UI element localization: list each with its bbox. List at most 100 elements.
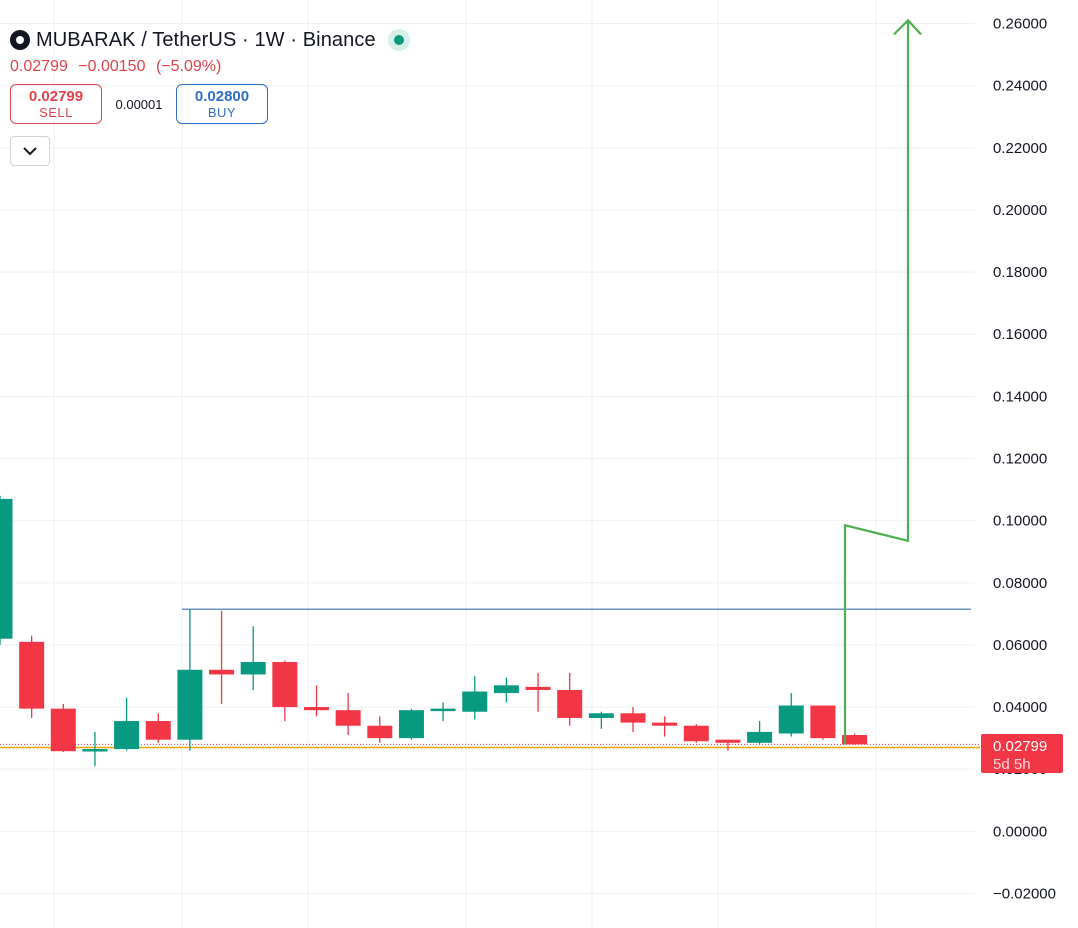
trade-buttons: 0.02799 SELL 0.00001 0.02800 BUY bbox=[10, 84, 410, 124]
price-axis-tick-label: 0.04000 bbox=[993, 699, 1047, 716]
candle-body bbox=[493, 685, 519, 694]
candle-body bbox=[145, 721, 171, 740]
buy-price: 0.02800 bbox=[194, 88, 250, 105]
candle-body bbox=[810, 705, 836, 739]
chart-legend: MUBARAK / TetherUS · 1W · Binance 0.0279… bbox=[10, 26, 410, 166]
candle-body bbox=[177, 669, 203, 740]
candle bbox=[114, 697, 140, 751]
buy-label: BUY bbox=[207, 105, 237, 120]
candle bbox=[747, 721, 773, 745]
candle bbox=[240, 626, 266, 690]
sell-price: 0.02799 bbox=[28, 88, 84, 105]
price-axis-tick-label: 0.16000 bbox=[993, 326, 1047, 343]
candle-body bbox=[240, 662, 266, 675]
candle bbox=[19, 635, 45, 718]
candle bbox=[557, 672, 583, 726]
candle bbox=[778, 693, 804, 737]
candle-body bbox=[0, 498, 13, 639]
price-axis-tick-label: 0.12000 bbox=[993, 451, 1047, 468]
candle-body bbox=[652, 722, 678, 726]
chart-grid bbox=[0, 0, 975, 928]
candle bbox=[0, 495, 13, 645]
candle bbox=[209, 610, 235, 704]
price-axis-tick-label: 0.00000 bbox=[993, 823, 1047, 840]
projection-arrow-head bbox=[893, 18, 922, 36]
candle bbox=[652, 716, 678, 737]
candle-body bbox=[19, 641, 45, 709]
candle bbox=[810, 705, 836, 740]
price-change-percent: (−5.09%) bbox=[155, 58, 222, 75]
candle bbox=[145, 713, 171, 743]
candle bbox=[272, 660, 298, 722]
sell-button[interactable]: 0.02799 SELL bbox=[10, 84, 102, 124]
current-price-tag-box bbox=[981, 734, 1063, 773]
candle-body bbox=[715, 739, 741, 743]
candle-body bbox=[778, 705, 804, 734]
collapse-legend-button[interactable] bbox=[10, 136, 50, 166]
candle-body bbox=[209, 669, 235, 675]
price-axis-tick-label: 0.10000 bbox=[993, 513, 1047, 530]
candle-body bbox=[398, 710, 424, 739]
price-axis-tick-label: 0.08000 bbox=[993, 575, 1047, 592]
candle bbox=[177, 609, 203, 751]
last-price: 0.02799 bbox=[10, 58, 68, 75]
candle-body bbox=[367, 725, 393, 739]
candle-body bbox=[557, 689, 583, 718]
candle-body bbox=[588, 713, 614, 718]
buy-button[interactable]: 0.02800 BUY bbox=[176, 84, 268, 124]
price-axis-tick-label: 0.06000 bbox=[993, 637, 1047, 654]
candle-countdown-label: 5d 5h bbox=[993, 756, 1031, 773]
candle bbox=[50, 703, 76, 753]
candle bbox=[82, 731, 108, 767]
candle bbox=[367, 716, 393, 743]
mubarak-logo-icon bbox=[10, 30, 30, 50]
candle bbox=[304, 685, 329, 717]
candle bbox=[335, 693, 361, 736]
price-axis-tick-label: 0.26000 bbox=[993, 16, 1047, 33]
candle-body bbox=[525, 686, 551, 690]
candle-series bbox=[0, 495, 868, 767]
candle-body bbox=[114, 721, 140, 750]
candle bbox=[462, 676, 488, 720]
symbol-title[interactable]: MUBARAK / TetherUS · 1W · Binance bbox=[36, 28, 376, 51]
candle-body bbox=[747, 731, 773, 743]
candle bbox=[683, 724, 709, 743]
candle-body bbox=[50, 708, 76, 752]
price-change-row: 0.02799 −0.00150 (−5.09%) bbox=[10, 58, 410, 76]
sell-label: SELL bbox=[39, 105, 73, 120]
price-axis-tick-label: 0.20000 bbox=[993, 202, 1047, 219]
candle-body bbox=[620, 713, 646, 723]
level-lines bbox=[0, 608, 980, 749]
price-change: −0.00150 bbox=[78, 58, 146, 75]
price-axis-tick-label: 0.18000 bbox=[993, 264, 1047, 281]
symbol-row: MUBARAK / TetherUS · 1W · Binance bbox=[10, 26, 410, 54]
candle bbox=[525, 672, 551, 712]
candle bbox=[588, 711, 614, 729]
candle-body bbox=[430, 708, 456, 712]
candle bbox=[430, 702, 456, 722]
candle bbox=[842, 733, 868, 745]
candle-body bbox=[272, 662, 298, 708]
candle-body bbox=[683, 725, 709, 742]
market-open-dot-icon[interactable] bbox=[387, 29, 410, 51]
candle-body bbox=[304, 707, 329, 711]
price-axis[interactable]: 0.26000 0.24000 0.22000 0.20000 0.18000 0.160… bbox=[993, 16, 1056, 903]
chevron-down-icon bbox=[23, 147, 37, 156]
current-price-tag: 0.02799 5d 5h bbox=[981, 734, 1063, 773]
candle-body bbox=[462, 691, 488, 712]
projection-arrow-path bbox=[843, 20, 910, 745]
candle bbox=[398, 708, 424, 740]
price-axis-tick-label: 0.14000 bbox=[993, 388, 1047, 405]
price-axis-tick-label: 0.24000 bbox=[993, 78, 1047, 95]
spread-value: 0.00001 bbox=[115, 96, 163, 112]
candle bbox=[715, 739, 741, 751]
current-price-label: 0.02799 bbox=[993, 738, 1047, 755]
price-axis-tick-label: −0.02000 bbox=[993, 886, 1056, 903]
candle-body bbox=[842, 735, 868, 745]
projection-arrow bbox=[843, 18, 922, 745]
candle-body bbox=[82, 749, 108, 752]
candle bbox=[493, 677, 519, 703]
price-axis-tick-label: 0.22000 bbox=[993, 140, 1047, 157]
candle bbox=[620, 707, 646, 732]
